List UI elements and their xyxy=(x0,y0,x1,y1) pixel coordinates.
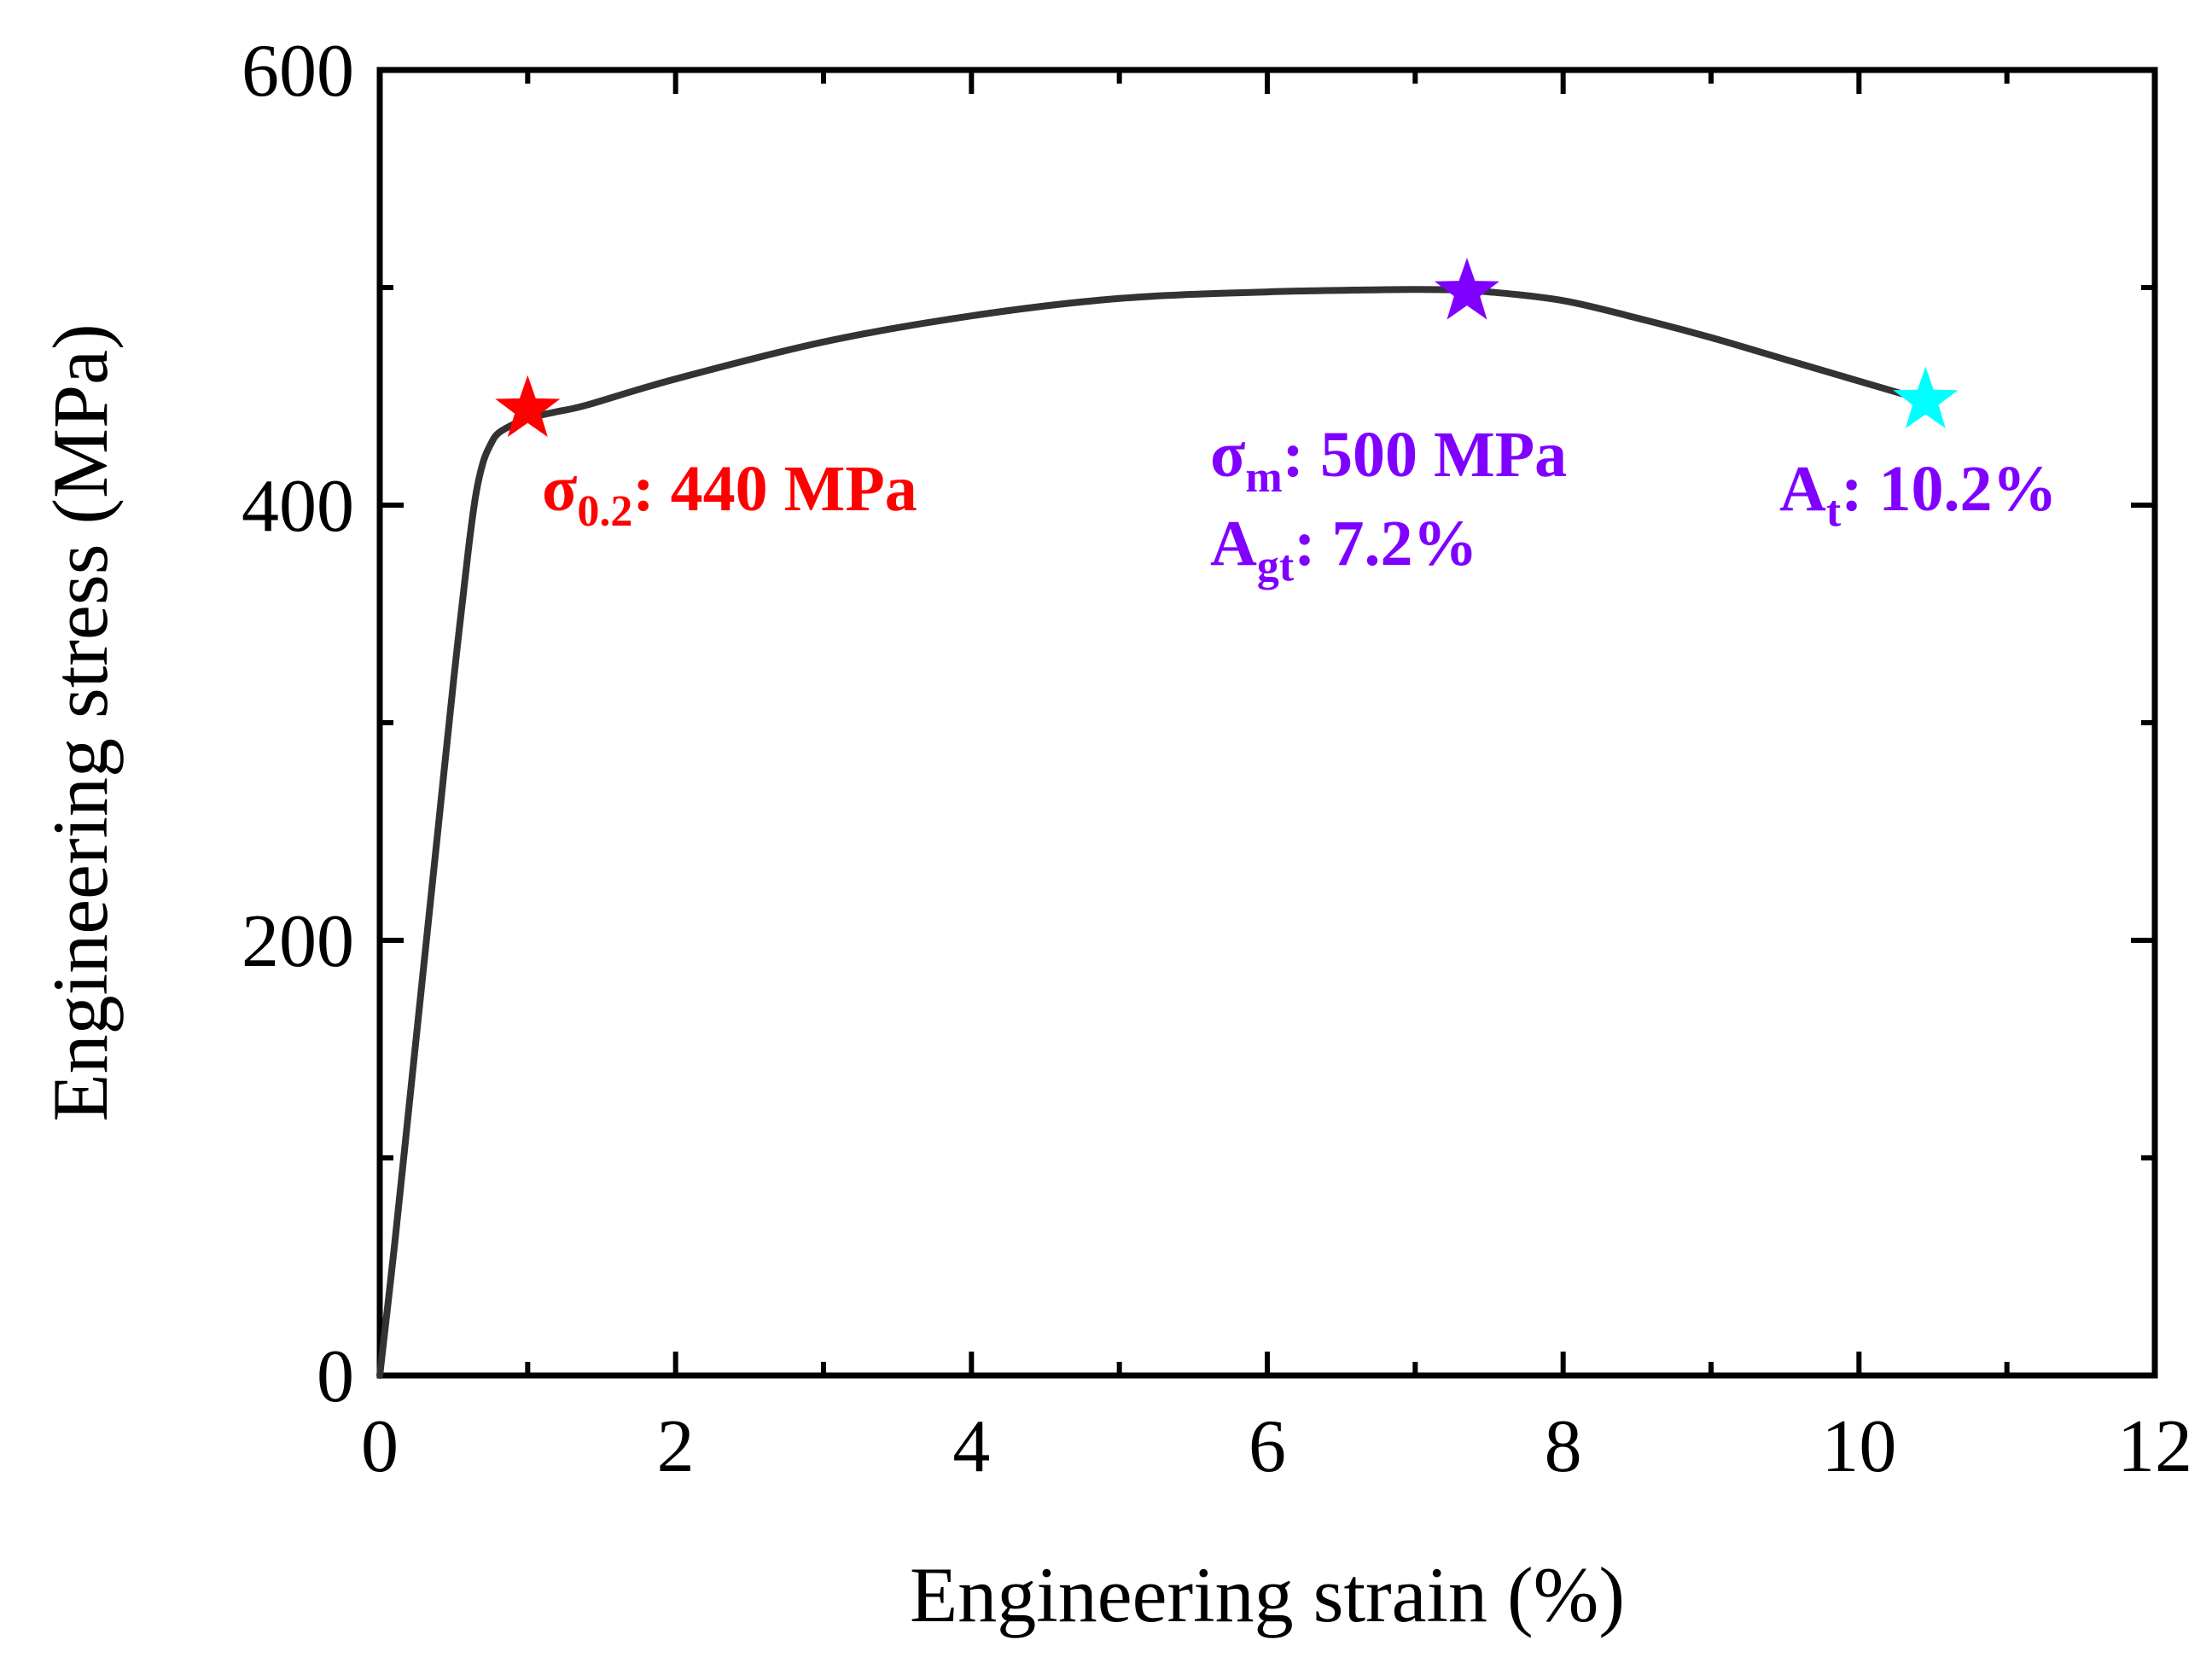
y-tick-label: 0 xyxy=(317,1335,354,1418)
annotation-value: : 7.2% xyxy=(1294,508,1477,579)
annotation-subscript: gt xyxy=(1257,542,1295,590)
x-tick-label: 12 xyxy=(2117,1405,2192,1488)
y-tick-label: 200 xyxy=(242,900,354,983)
annotation-value: : 440 MPa xyxy=(632,453,917,525)
annotation-label: Agt: 7.2% xyxy=(1210,508,1478,590)
tick-labels: 0 2 4 6 8 10 12 0 200 400 600 xyxy=(242,30,2192,1488)
annotation-label: σm: 500 MPa xyxy=(1210,419,1567,502)
y-tick-label: 600 xyxy=(242,30,354,113)
annotation-symbol: σ xyxy=(542,453,577,525)
x-axis-title: Engineering strain (%) xyxy=(910,1551,1625,1638)
annotation-value: : 500 MPa xyxy=(1283,419,1567,491)
annotation-value: : 10.2% xyxy=(1841,453,2057,525)
y-tick-label: 400 xyxy=(242,465,354,548)
star-marker-yield xyxy=(495,375,561,438)
x-tick-label: 4 xyxy=(952,1405,990,1488)
annotation-label: At: 10.2% xyxy=(1779,453,2058,536)
x-tick-label: 2 xyxy=(657,1405,695,1488)
x-tick-label: 10 xyxy=(1821,1405,1896,1488)
annotation-symbol: A xyxy=(1779,453,1826,525)
star-marker-fracture xyxy=(1893,366,1959,428)
series-line xyxy=(376,286,1930,1379)
plot-frame xyxy=(376,67,2158,1379)
x-tick-label: 8 xyxy=(1545,1405,1582,1488)
x-tick-label: 0 xyxy=(361,1405,399,1488)
x-tick-label: 6 xyxy=(1249,1405,1286,1488)
annotation-label: σ0.2: 440 MPa xyxy=(542,453,917,536)
annotation-subscript: 0.2 xyxy=(577,487,632,536)
star-marker-max xyxy=(1434,258,1500,320)
series-group xyxy=(376,286,1930,1379)
marker-group xyxy=(495,258,1959,438)
annotation-symbol: σ xyxy=(1210,419,1245,491)
axis-ticks xyxy=(377,67,2157,1378)
annotation-subscript: m xyxy=(1245,453,1282,502)
annotation-symbol: A xyxy=(1210,508,1257,579)
y-axis-title: Engineering stress (MPa) xyxy=(37,323,124,1121)
annotation-subscript: t xyxy=(1826,487,1842,536)
